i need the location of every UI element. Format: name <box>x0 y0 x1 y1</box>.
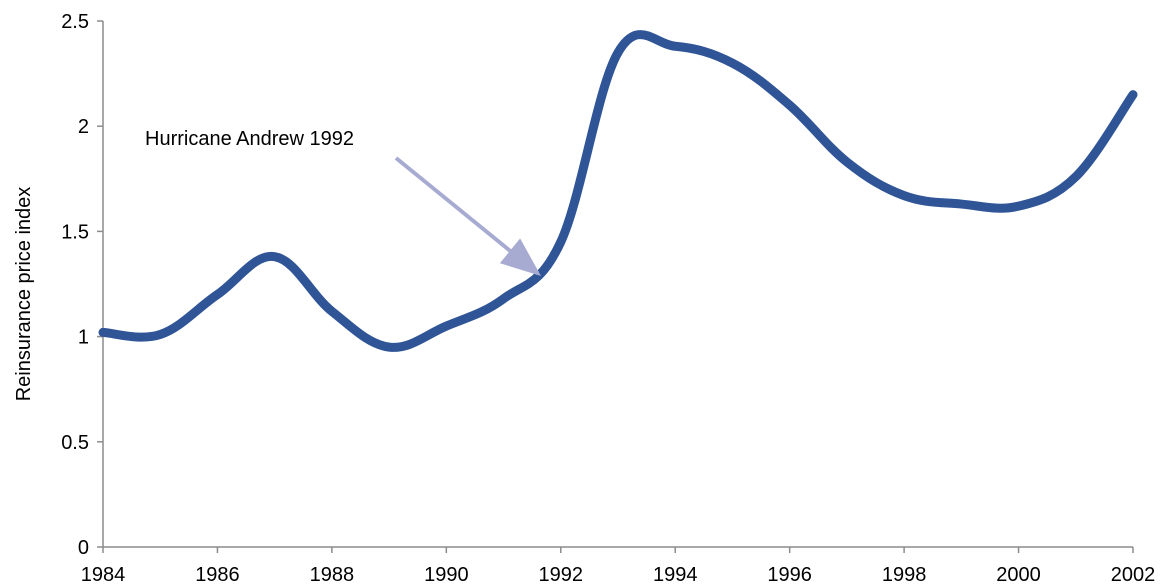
data-point <box>274 256 275 257</box>
data-point <box>331 311 332 312</box>
x-tick-label: 1998 <box>882 564 927 586</box>
y-tick-label: 2.5 <box>61 11 89 33</box>
axes <box>102 21 1133 548</box>
y-tick-label: 2 <box>78 116 89 138</box>
data-point <box>217 294 218 295</box>
x-tick-label: 1996 <box>767 564 812 586</box>
ticks: 0 0.5 1 1.5 2 2.5 1984 1986 1988 1990 1992 1994 1996… <box>61 11 1155 586</box>
data-point <box>103 332 104 333</box>
data-point <box>503 298 504 299</box>
y-tick-label: 1 <box>78 327 89 349</box>
data-point <box>961 204 962 205</box>
data-point <box>1133 94 1134 95</box>
y-tick-label: 1.5 <box>61 221 89 243</box>
annotation-label: Hurricane Andrew 1992 <box>145 128 354 150</box>
y-tick-label: 0.5 <box>61 432 89 454</box>
data-point <box>618 52 619 53</box>
data-point <box>846 161 847 162</box>
x-tick-label: 2002 <box>1111 564 1156 586</box>
y-axis-label: Reinsurance price index <box>13 187 35 402</box>
data-point <box>160 334 161 335</box>
data-point <box>446 326 447 327</box>
data-point <box>675 46 676 47</box>
x-tick-label: 1994 <box>653 564 698 586</box>
annotation-layer: Hurricane Andrew 1992 <box>145 128 541 277</box>
series-line <box>98 30 1138 352</box>
annotation-arrow <box>394 156 541 277</box>
y-tick-label: 0 <box>78 537 89 559</box>
x-tick-label: 2000 <box>996 564 1041 586</box>
x-tick-label: 1984 <box>81 564 126 586</box>
data-point <box>1075 176 1076 177</box>
data-point <box>389 347 390 348</box>
x-tick-label: 1986 <box>195 564 240 586</box>
data-point <box>904 195 905 196</box>
series-layer <box>98 30 1138 352</box>
x-tick-label: 1988 <box>310 564 355 586</box>
data-point <box>732 63 733 64</box>
data-point <box>560 241 561 242</box>
data-point <box>789 105 790 106</box>
data-point <box>1018 206 1019 207</box>
x-tick-label: 1990 <box>424 564 469 586</box>
x-tick-label: 1992 <box>539 564 584 586</box>
